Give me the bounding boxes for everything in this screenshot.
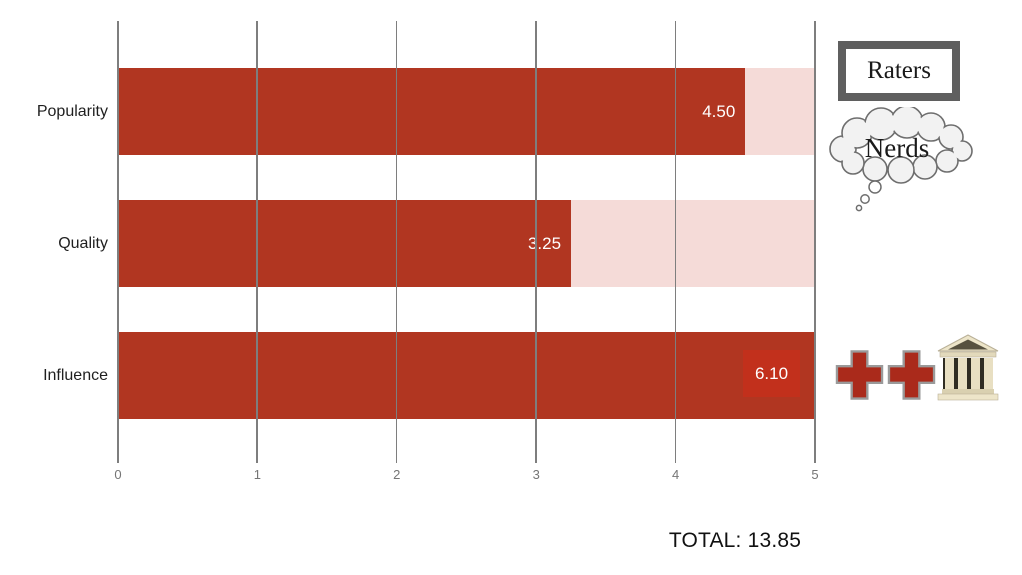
category-label-quality: Quality — [58, 234, 108, 252]
red-cross-icon — [835, 350, 884, 400]
thought-bubble-icon: Nerds — [829, 107, 973, 212]
category-label-popularity: Popularity — [36, 102, 108, 120]
red-cross-icon — [887, 350, 936, 400]
classical-building-icon — [937, 334, 999, 401]
raters-label: Raters — [867, 57, 931, 84]
bar-value-label-influence: 6.10 — [754, 363, 789, 383]
x-tick-label: 3 — [532, 467, 540, 482]
bar-value-label-popularity: 4.50 — [702, 101, 736, 121]
bar-row-popularity: 4.50 — [118, 68, 815, 155]
gridline — [117, 21, 119, 463]
bar-influence — [118, 332, 815, 419]
gridline — [814, 21, 816, 463]
bar-popularity: 4.50 — [118, 68, 746, 155]
gridline — [535, 21, 537, 463]
category-label-influence: Influence — [43, 366, 108, 384]
nerds-label: Nerds — [865, 133, 929, 163]
total-label: TOTAL: 13.85 — [668, 529, 802, 552]
bar-row-influence: 6.10 — [118, 332, 815, 419]
x-axis-labels: 0 1 2 3 4 5 — [114, 467, 818, 487]
raters-label-box: Raters — [838, 41, 960, 101]
x-tick-label: 2 — [393, 467, 401, 482]
x-tick-label: 5 — [811, 467, 819, 482]
gridline — [395, 21, 398, 463]
x-tick-label: 0 — [114, 467, 122, 482]
x-tick-label: 1 — [253, 467, 261, 482]
bar-value-chip-influence: 6.10 — [743, 350, 800, 397]
gridline — [674, 21, 677, 463]
bar-row-quality: 3.25 — [118, 200, 815, 287]
plot-area: 4.50 3.25 6.10 — [117, 21, 816, 463]
bar-value-label-quality: 3.25 — [527, 233, 562, 253]
x-tick-label: 4 — [671, 467, 680, 482]
bar-quality: 3.25 — [118, 200, 572, 287]
gridline — [256, 21, 258, 463]
